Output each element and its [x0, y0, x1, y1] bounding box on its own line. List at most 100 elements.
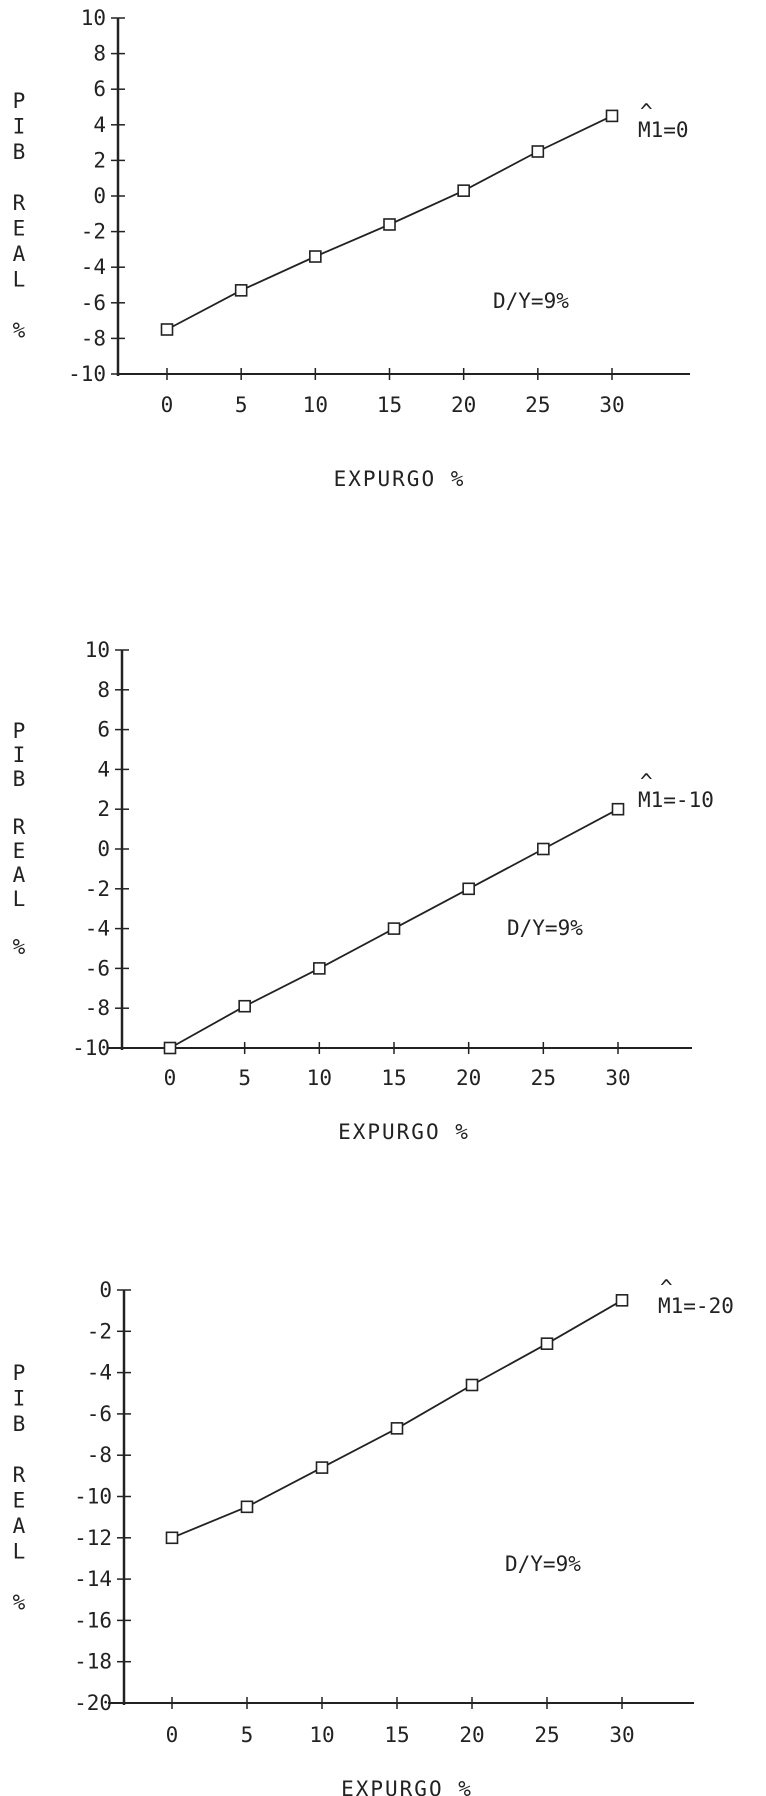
y-axis-title-char: I	[13, 743, 28, 767]
y-tick-label: -18	[74, 1650, 112, 1674]
y-axis-title-char: E	[13, 217, 28, 241]
y-axis-title-char: I	[13, 115, 28, 139]
y-axis-title-char: E	[13, 1489, 28, 1513]
data-point-marker	[457, 184, 470, 197]
x-tick-label: 15	[381, 1066, 406, 1090]
y-tick-label: 6	[97, 718, 110, 742]
y-axis-title-char: R	[13, 191, 28, 215]
y-axis-title-char: I	[13, 1387, 28, 1411]
y-tick-label: -6	[81, 291, 106, 315]
data-point-marker	[163, 1041, 177, 1055]
x-tick-label: 20	[459, 1723, 484, 1747]
y-axis-title-char: P	[13, 1361, 28, 1385]
data-point-marker	[465, 1378, 479, 1392]
y-tick-label: 4	[93, 113, 106, 137]
y-axis-title-char: P	[13, 89, 28, 113]
x-tick-label: 0	[164, 1066, 177, 1090]
y-axis-title-char: A	[13, 1514, 28, 1538]
y-axis-title-char: B	[13, 140, 28, 164]
y-axis-title-char: E	[13, 839, 28, 863]
series-label-text: M1=-20	[658, 1294, 734, 1318]
x-tick-label: 5	[241, 1723, 254, 1747]
y-axis-title-char: R	[13, 815, 28, 839]
x-tick-label: 10	[303, 393, 328, 417]
y-tick-label: -8	[81, 326, 106, 350]
y-tick-label: -4	[81, 255, 106, 279]
y-tick-label: -4	[87, 1361, 112, 1385]
data-point-marker	[383, 218, 396, 231]
data-point-marker	[238, 999, 251, 1013]
x-tick-label: 10	[307, 1066, 332, 1090]
x-axis-title: EXPURGO %	[338, 1120, 470, 1144]
series-label: M1=0^	[638, 100, 689, 142]
y-axis-title-char: A	[13, 242, 28, 266]
data-point-marker	[165, 1531, 179, 1545]
data-point-marker	[240, 1500, 254, 1514]
y-axis-title-char: B	[13, 767, 28, 791]
series-label: M1=-20^	[658, 1276, 734, 1318]
y-tick-label: 10	[85, 638, 110, 662]
x-tick-label: 15	[384, 1723, 409, 1747]
series-label-hat: ^	[640, 770, 653, 794]
data-point-marker	[390, 1422, 404, 1435]
y-tick-label: -8	[87, 1443, 112, 1467]
x-tick-label: 25	[534, 1723, 559, 1747]
y-tick-label: 4	[97, 757, 110, 781]
y-tick-label: -12	[74, 1526, 112, 1550]
x-tick-label: 30	[609, 1723, 634, 1747]
y-tick-label: -6	[85, 956, 110, 980]
data-point-marker	[234, 284, 248, 297]
y-tick-label: -2	[85, 877, 110, 901]
y-axis-title-char: %	[13, 319, 28, 343]
y-axis-title-char: %	[13, 1591, 28, 1615]
data-point-marker	[387, 922, 401, 935]
y-tick-label: -10	[72, 1036, 110, 1060]
x-axis-title: EXPURGO %	[334, 467, 466, 491]
series-label-text: M1=0	[638, 118, 689, 142]
series-label-text: M1=-10	[638, 788, 714, 812]
y-axis-title-char: L	[13, 268, 28, 292]
data-point-marker	[160, 323, 174, 336]
data-point-marker	[605, 109, 619, 123]
data-point-marker	[611, 802, 625, 816]
series-label-hat: ^	[640, 100, 653, 124]
y-tick-label: -8	[85, 996, 110, 1020]
y-tick-label: -2	[87, 1319, 112, 1343]
y-tick-label: 6	[93, 77, 106, 101]
series-label-hat: ^	[660, 1276, 673, 1300]
data-point-marker	[315, 1461, 329, 1474]
data-point-marker	[309, 250, 322, 263]
x-tick-label: 25	[525, 393, 550, 417]
y-tick-label: 0	[99, 1278, 112, 1302]
chart-annotation: D/Y=9%	[505, 1552, 581, 1576]
data-point-marker	[531, 145, 545, 158]
x-tick-label: 0	[161, 393, 174, 417]
x-tick-label: 5	[235, 393, 248, 417]
x-tick-label: 20	[456, 1066, 481, 1090]
chart-annotation: D/Y=9%	[507, 916, 583, 940]
y-axis-title-char: A	[13, 863, 28, 887]
y-axis-title-char: P	[13, 719, 28, 743]
y-tick-label: -10	[74, 1485, 112, 1509]
y-tick-label: 0	[93, 184, 106, 208]
series-label: M1=-10^	[638, 770, 714, 812]
x-tick-label: 30	[605, 1066, 630, 1090]
chart-annotation: D/Y=9%	[493, 289, 569, 313]
data-point-marker	[615, 1294, 629, 1307]
y-tick-label: -6	[87, 1402, 112, 1426]
y-axis-title-char: B	[13, 1412, 28, 1436]
y-axis-title-char: L	[13, 887, 28, 911]
y-tick-label: 2	[93, 148, 106, 172]
x-axis-title: EXPURGO %	[341, 1777, 473, 1796]
data-point-marker	[313, 962, 326, 975]
y-tick-label: -14	[74, 1567, 112, 1591]
x-tick-label: 5	[238, 1066, 251, 1090]
x-tick-label: 15	[377, 393, 402, 417]
x-tick-label: 10	[309, 1723, 334, 1747]
